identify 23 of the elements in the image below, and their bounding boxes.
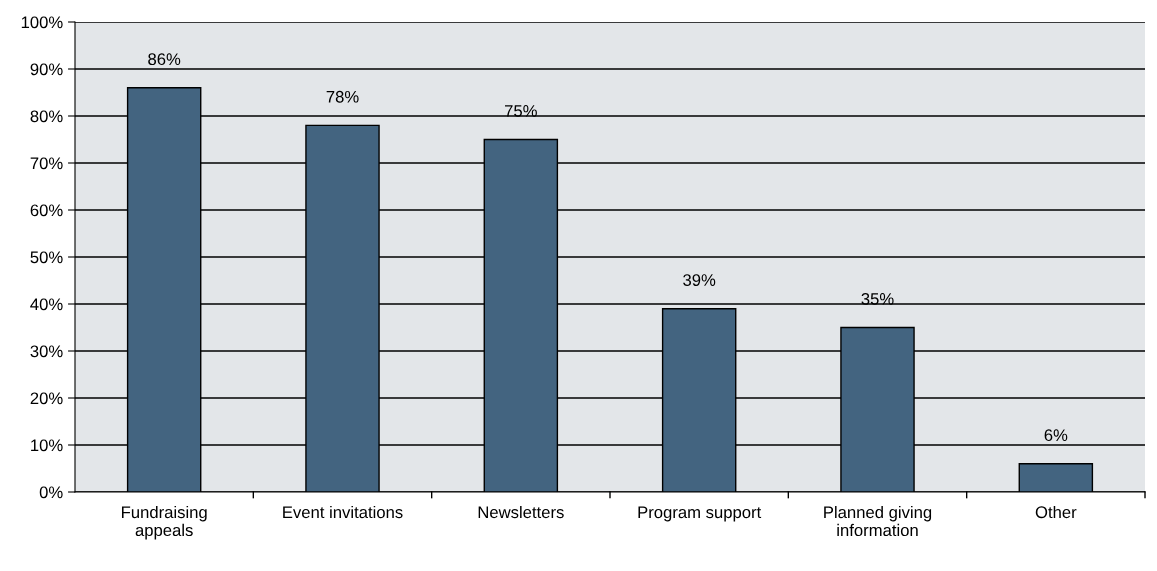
data-label: 75% — [505, 105, 537, 117]
x-tick-label: Program support — [638, 506, 762, 522]
y-tick-label: 50% — [30, 251, 63, 264]
data-label: 86% — [148, 53, 181, 66]
y-tick-label: 70% — [30, 157, 63, 170]
data-label: 39% — [683, 274, 716, 286]
x-tick-label: Planned giving information — [824, 505, 932, 537]
y-tick-label: 0% — [39, 486, 63, 499]
x-tick-label: Event invitations — [283, 505, 403, 519]
data-label: 6% — [1044, 429, 1068, 442]
x-tick-label: Fundraising appeals — [121, 505, 207, 540]
y-tick-label: 90% — [30, 63, 63, 76]
data-label: 35% — [861, 292, 894, 305]
x-tick-label: Newsletters — [478, 505, 564, 519]
y-tick-label: 80% — [30, 110, 63, 123]
x-tick-label: Other — [1035, 505, 1077, 519]
y-tick-label: 30% — [30, 345, 63, 358]
y-tick-label: 20% — [30, 392, 63, 405]
data-label: 78% — [326, 90, 359, 103]
y-tick-label: 60% — [30, 204, 63, 217]
y-tick-label: 100% — [21, 16, 63, 29]
y-tick-label: 40% — [30, 298, 63, 311]
y-tick-label: 10% — [31, 439, 63, 452]
